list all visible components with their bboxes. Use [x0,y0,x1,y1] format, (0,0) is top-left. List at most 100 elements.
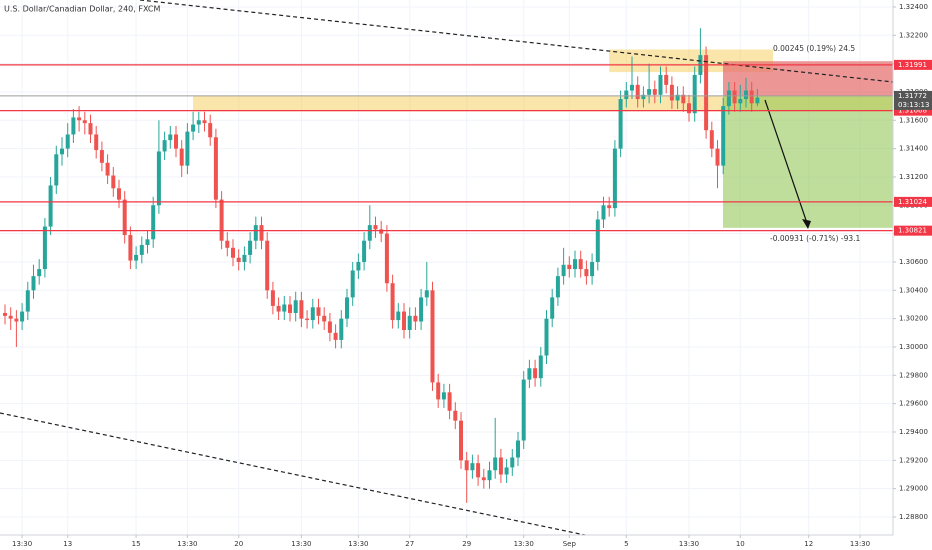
candle-body [82,120,87,124]
candle-body [25,290,30,312]
projection-arrow [764,99,809,227]
candle-body [555,276,560,298]
candle-body [635,84,640,100]
candle-body [316,307,321,316]
risk-label: 0.00245 (0.19%) 24.5 [773,44,855,53]
candle-body [356,261,361,271]
candle-body [242,254,247,262]
candle-body [367,225,372,241]
candle-body [213,137,218,200]
candle-body [151,205,156,240]
candle-body [248,240,253,255]
y-tick-label: 1.29400 [899,428,928,436]
candle-body [379,229,384,234]
trend-line [139,0,894,83]
candle-body [658,74,663,95]
candle-body [476,463,481,478]
x-tick-label: 5 [624,540,628,548]
x-tick-label: 13:30 [514,540,534,548]
level-label: 1.31024 [898,198,927,206]
candle-body [122,199,127,236]
candle-body [339,318,344,340]
candle-body [259,225,264,241]
candle-body [709,130,714,149]
candle-body [516,440,520,458]
candle-body [8,315,13,319]
level-badge [894,196,932,207]
candle-body [145,239,150,245]
arrow-head [802,219,811,229]
candle-body [721,106,726,166]
candle-body [550,297,555,319]
candle-body [567,264,572,270]
candle-body [99,150,104,163]
candle-body [641,94,646,100]
countdown-label: 03:13:13 [898,101,929,109]
candle-body [755,97,760,104]
candle-body [407,315,412,330]
candle-body [174,134,178,149]
candle-body [459,420,463,461]
x-tick-label: Sep [563,540,577,548]
reward-box [723,95,893,228]
candle-body [373,225,378,230]
candle-body [396,311,401,321]
x-tick-label: 13:30 [679,540,699,548]
candle-body [595,219,600,262]
candle-body [111,175,116,189]
candle-body [48,185,53,227]
candle-body [573,259,577,270]
y-tick-label: 1.32400 [899,3,928,11]
candle-body [253,225,258,241]
candle-body [345,297,349,319]
y-tick-label: 1.30200 [899,315,928,323]
candle-body [65,134,70,149]
level-label: 1.30821 [898,227,927,235]
candle-body [664,74,669,85]
candle-body [726,90,731,107]
candle-body [692,74,697,114]
candle-body [14,318,19,322]
candle-body [60,148,64,155]
y-tick-label: 1.30600 [899,258,928,266]
candle-body [42,226,47,270]
candle-body [299,300,304,319]
candle-body [487,470,492,481]
candle-body [37,269,42,277]
x-tick-label: 15 [132,540,141,548]
candle-body [647,89,652,95]
candle-body [732,90,737,104]
candle-body [447,392,452,411]
y-tick-label: 1.31200 [899,173,928,181]
candle-body [20,311,25,322]
candle-body [162,140,167,152]
candle-body [305,318,310,321]
candle-body [538,355,543,379]
candle-body [533,368,538,379]
candle-body [265,240,270,291]
y-tick-label: 1.29600 [899,400,928,408]
y-tick-label: 1.29800 [899,371,928,379]
candle-body [544,318,549,356]
level-badge [894,225,932,236]
y-tick-label: 1.28800 [899,513,928,521]
candle-body [681,94,686,104]
x-tick-label: 13:30 [850,540,870,548]
candle-body [561,264,566,277]
y-tick-label: 1.32200 [899,31,928,39]
candle-body [470,463,475,471]
candle-body [88,123,93,135]
candle-body [185,131,190,166]
candle-body [624,90,629,100]
candle-body [288,304,292,313]
x-tick-label: 29 [462,540,471,548]
candle-body [156,151,161,206]
x-tick-label: 10 [736,540,745,548]
candle-body [139,244,144,255]
candle-body [669,84,674,101]
chart-title: U.S. Dollar/Canadian Dollar, 240, FXCM [4,5,160,14]
x-tick-label: 13:30 [348,540,368,548]
level-badge [894,105,932,116]
y-tick-label: 1.29000 [899,485,928,493]
zones [193,49,893,228]
